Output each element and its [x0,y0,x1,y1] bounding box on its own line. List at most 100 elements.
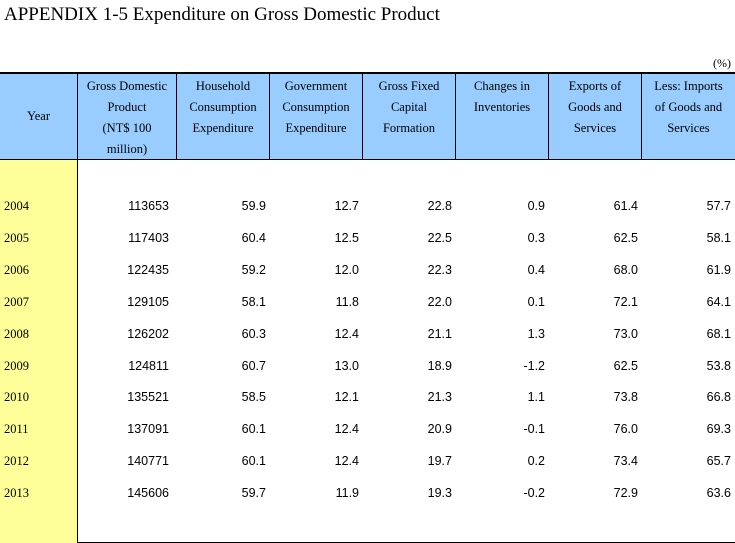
value-cell-gross-fixed-capital: 22.8 [427,199,452,213]
value-cell-exports: 73.0 [613,326,638,341]
header-line: (NT$ 100 [102,121,152,135]
value-cell-gross-fixed-capital: 21.1 [427,326,452,341]
year-cell: 2010 [4,390,29,405]
value-cell-household: 58.1 [241,294,266,309]
value-cell-inventories: 0.3 [527,230,545,245]
value-cell-gdp: 124811 [128,358,169,373]
header-line: Less: Imports [654,79,723,93]
table-row: 2006 122435 59.2 12.0 22.3 0.4 68.0 61.9 [0,255,735,286]
year-column-background [0,160,78,543]
value-cell-inventories: -0.1 [523,422,545,437]
year-cell: 2006 [4,262,29,277]
header-inventories: Changes in Inventories [456,74,549,159]
value-cell-imports: 69.3 [706,422,731,437]
value-cell-government: 11.9 [335,486,359,501]
unit-label: (%) [713,56,731,70]
value-cell-exports: 62.5 [613,358,638,373]
value-cell-gdp: 129105 [127,294,169,309]
value-cell-household: 59.2 [241,262,266,277]
gdp-expenditure-table: Year Gross Domestic Product (NT$ 100 million… [0,72,735,543]
header-line: Formation [382,121,436,135]
value-cell-inventories: 1.1 [527,390,545,405]
value-cell-household: 59.7 [241,486,266,501]
value-cell-gross-fixed-capital: 21.3 [427,390,452,405]
value-cell-exports: 73.4 [613,454,638,469]
value-cell-government: 12.5 [334,230,359,245]
value-cell-inventories: 0.1 [527,294,545,309]
header-line: Changes in [474,79,530,93]
year-cell: 2008 [4,326,29,341]
value-cell-imports: 63.6 [706,486,731,501]
header-line: Government [284,79,348,93]
value-cell-household: 60.1 [241,454,266,469]
value-cell-inventories: 0.4 [527,262,545,277]
header-line: Exports of [568,79,622,93]
header-line: Product [107,100,147,114]
table-header-row: Year Gross Domestic Product (NT$ 100 million… [0,74,735,160]
header-imports: Less: Imports of Goods and Services [642,74,735,159]
value-cell-exports: 73.8 [613,390,638,405]
year-cell: 2007 [4,294,29,309]
header-line: Household [195,79,251,93]
header-line: Services [573,121,617,135]
header-year: Year [0,74,78,159]
value-cell-gdp: 137091 [127,422,169,437]
value-cell-government: 12.4 [334,454,359,469]
value-cell-household: 59.9 [241,199,266,213]
header-line: Gross Fixed [378,79,440,93]
value-cell-gdp: 135521 [127,390,169,405]
table-row: 2011 137091 60.1 12.4 20.9 -0.1 76.0 69.3 [0,414,735,445]
value-cell-inventories: -0.2 [523,486,545,501]
value-cell-government: 12.0 [334,262,359,277]
value-cell-gross-fixed-capital: 22.3 [427,262,452,277]
header-line: Inventories [473,100,531,114]
value-cell-government: 11.8 [335,294,359,309]
header-line: Consumption [189,100,257,114]
header-line: Consumption [282,100,350,114]
year-cell: 2012 [4,454,29,469]
value-cell-exports: 76.0 [613,422,638,437]
value-cell-gross-fixed-capital: 22.0 [427,294,452,309]
value-cell-exports: 61.4 [613,199,638,213]
table-row: 2009 124811 60.7 13.0 18.9 -1.2 62.5 53.8 [0,351,735,382]
value-cell-gdp: 113653 [128,199,169,213]
header-gdp: Gross Domestic Product (NT$ 100 million) [78,74,177,159]
value-cell-household: 60.4 [241,230,266,245]
value-cell-exports: 62.5 [613,230,638,245]
header-line: Expenditure [285,121,347,135]
value-cell-gross-fixed-capital: 22.5 [427,230,452,245]
value-cell-gdp: 145606 [127,486,169,501]
value-cell-imports: 58.1 [706,230,731,245]
value-cell-gdp: 117403 [128,230,169,245]
value-cell-imports: 66.8 [706,390,731,405]
year-cell: 2004 [4,199,29,213]
year-cell: 2009 [4,358,29,373]
value-cell-household: 60.1 [241,422,266,437]
value-cell-household: 60.3 [241,326,266,341]
header-line: Goods and [568,100,622,114]
value-cell-gross-fixed-capital: 18.9 [427,358,452,373]
value-cell-gross-fixed-capital: 19.7 [427,454,452,469]
value-cell-gross-fixed-capital: 19.3 [427,486,452,501]
value-cell-inventories: 0.2 [527,454,545,469]
table-row: 2007 129105 58.1 11.8 22.0 0.1 72.1 64.1 [0,287,735,318]
table-row: 2012 140771 60.1 12.4 19.7 0.2 73.4 65.7 [0,446,735,477]
header-line: of Goods and [654,100,723,114]
value-cell-household: 60.7 [241,358,266,373]
year-cell: 2005 [4,230,29,245]
table-row: 2013 145606 59.7 11.9 19.3 -0.2 72.9 63.6 [0,478,735,509]
header-line: Services [667,121,710,135]
value-cell-exports: 68.0 [613,262,638,277]
page-title: APPENDIX 1-5 Expenditure on Gross Domest… [4,4,440,25]
value-cell-imports: 65.7 [706,454,731,469]
value-cell-inventories: -1.2 [523,358,545,373]
value-cell-government: 13.0 [334,358,359,373]
value-cell-exports: 72.1 [613,294,638,309]
value-cell-gdp: 126202 [127,326,169,341]
value-cell-inventories: 0.9 [527,199,545,213]
value-cell-gdp: 140771 [127,454,169,469]
table-row: 2008 126202 60.3 12.4 21.1 1.3 73.0 68.1 [0,319,735,350]
header-line: Year [26,109,51,123]
value-cell-gdp: 122435 [127,262,169,277]
table-row: 2010 135521 58.5 12.1 21.3 1.1 73.8 66.8 [0,382,735,413]
